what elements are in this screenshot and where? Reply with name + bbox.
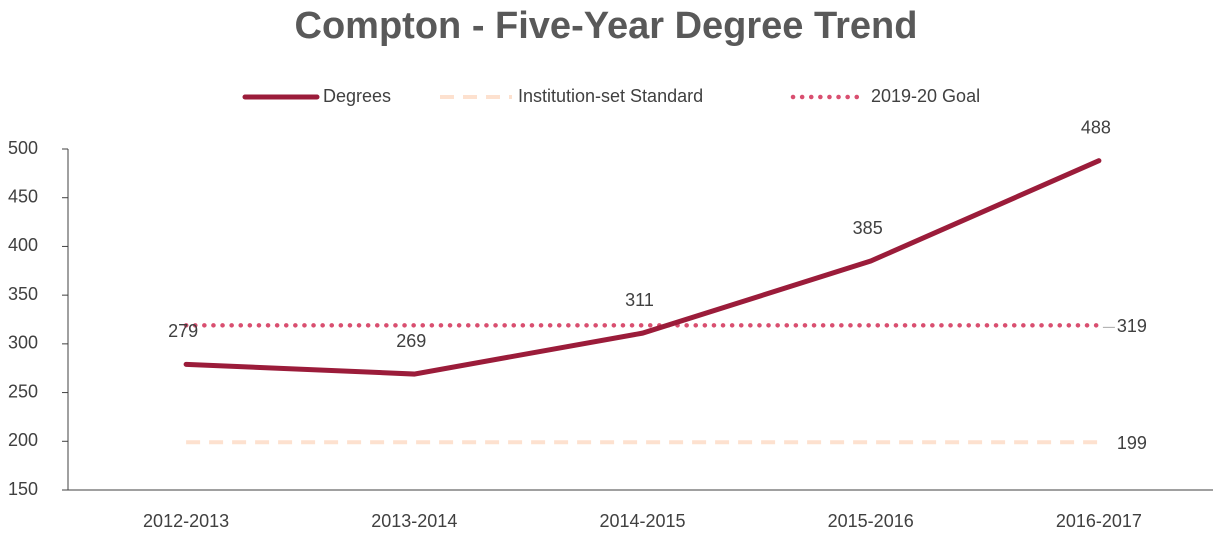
x-tick-label: 2014-2015 <box>599 511 685 531</box>
y-tick-label: 450 <box>8 186 38 206</box>
y-tick-label: 150 <box>8 479 38 499</box>
x-tick-label: 2015-2016 <box>828 511 914 531</box>
legend-label: Institution-set Standard <box>518 86 703 106</box>
x-tick-label: 2016-2017 <box>1056 511 1142 531</box>
y-tick-label: 200 <box>8 430 38 450</box>
x-tick-label: 2012-2013 <box>143 511 229 531</box>
legend-label: Degrees <box>323 86 391 106</box>
x-tick-label: 2013-2014 <box>371 511 457 531</box>
data-label: 199 <box>1117 433 1147 453</box>
y-tick-label: 400 <box>8 235 38 255</box>
y-tick-label: 300 <box>8 333 38 353</box>
y-tick-label: 500 <box>8 138 38 158</box>
chart-title: Compton - Five-Year Degree Trend <box>295 5 918 47</box>
series-line <box>183 158 1102 377</box>
data-label: 269 <box>396 331 426 351</box>
data-label: 311 <box>625 290 654 310</box>
data-label: 319 <box>1117 316 1147 336</box>
y-tick-label: 250 <box>8 381 38 401</box>
y-tick-label: 350 <box>8 284 38 304</box>
data-label: 385 <box>853 218 883 238</box>
legend-label: 2019-20 Goal <box>871 86 980 106</box>
data-label: 488 <box>1081 117 1111 137</box>
data-label: 279 <box>168 321 198 341</box>
